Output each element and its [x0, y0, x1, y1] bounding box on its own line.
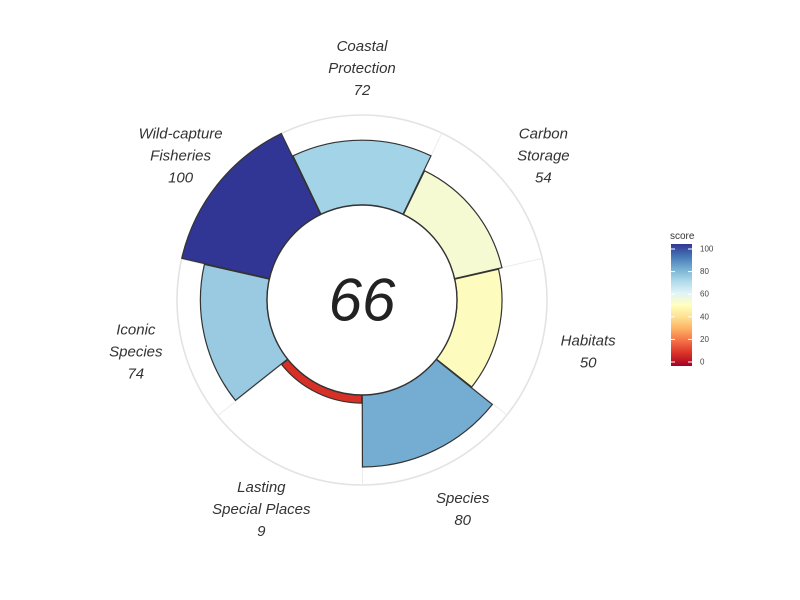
category-label: Habitats 50 — [561, 332, 617, 371]
category-label-line: Habitats — [561, 332, 617, 349]
category-label-line: Special Places — [212, 501, 311, 518]
category-label-line: 50 — [580, 354, 597, 371]
category-label: Coastal Protection 72 — [328, 38, 396, 99]
category-label-line: Storage — [517, 147, 570, 164]
category-label: Carbon Storage 54 — [517, 125, 570, 186]
category-label: Species 80 — [436, 490, 490, 529]
category-label: Lasting Special Places 9 — [212, 479, 311, 540]
category-label-line: 9 — [257, 523, 266, 540]
center-score: 66 — [329, 267, 396, 334]
legend-title: score — [670, 231, 695, 242]
legend-tick-label: 0 — [700, 358, 705, 367]
category-label-line: Lasting — [237, 479, 286, 496]
category-label-line: Iconic — [116, 321, 156, 338]
category-label-line: 72 — [354, 82, 371, 99]
legend-tick-label: 100 — [700, 245, 714, 254]
category-label-line: 80 — [454, 512, 471, 529]
legend-tick-label: 20 — [700, 335, 709, 344]
category-label-line: 74 — [127, 365, 144, 382]
chart-category-labels: Coastal Protection 72 Carbon Storage 54 Habita… — [109, 38, 616, 540]
category-label: Wild-capture Fisheries 100 — [139, 125, 223, 186]
category-label-line: Protection — [328, 60, 396, 77]
category-label-line: 100 — [168, 169, 194, 186]
category-label-line: Coastal — [337, 38, 389, 55]
category-label-line: 54 — [535, 169, 552, 186]
legend-tick-label: 80 — [700, 267, 709, 276]
legend-colorbar — [671, 244, 692, 366]
category-label-line: Carbon — [519, 125, 568, 142]
category-label-line: Wild-capture — [139, 125, 223, 142]
category-label-line: Fisheries — [150, 147, 211, 164]
category-label-line: Species — [109, 343, 163, 360]
score-legend: score 100 80 60 40 20 0 — [670, 231, 714, 367]
legend-tick-label: 60 — [700, 290, 709, 299]
chart-petals — [181, 132, 503, 468]
legend-tick-label: 40 — [700, 312, 709, 321]
inner-circle — [266, 204, 458, 396]
category-label-line: Species — [436, 490, 490, 507]
category-label: Iconic Species 74 — [109, 321, 163, 382]
